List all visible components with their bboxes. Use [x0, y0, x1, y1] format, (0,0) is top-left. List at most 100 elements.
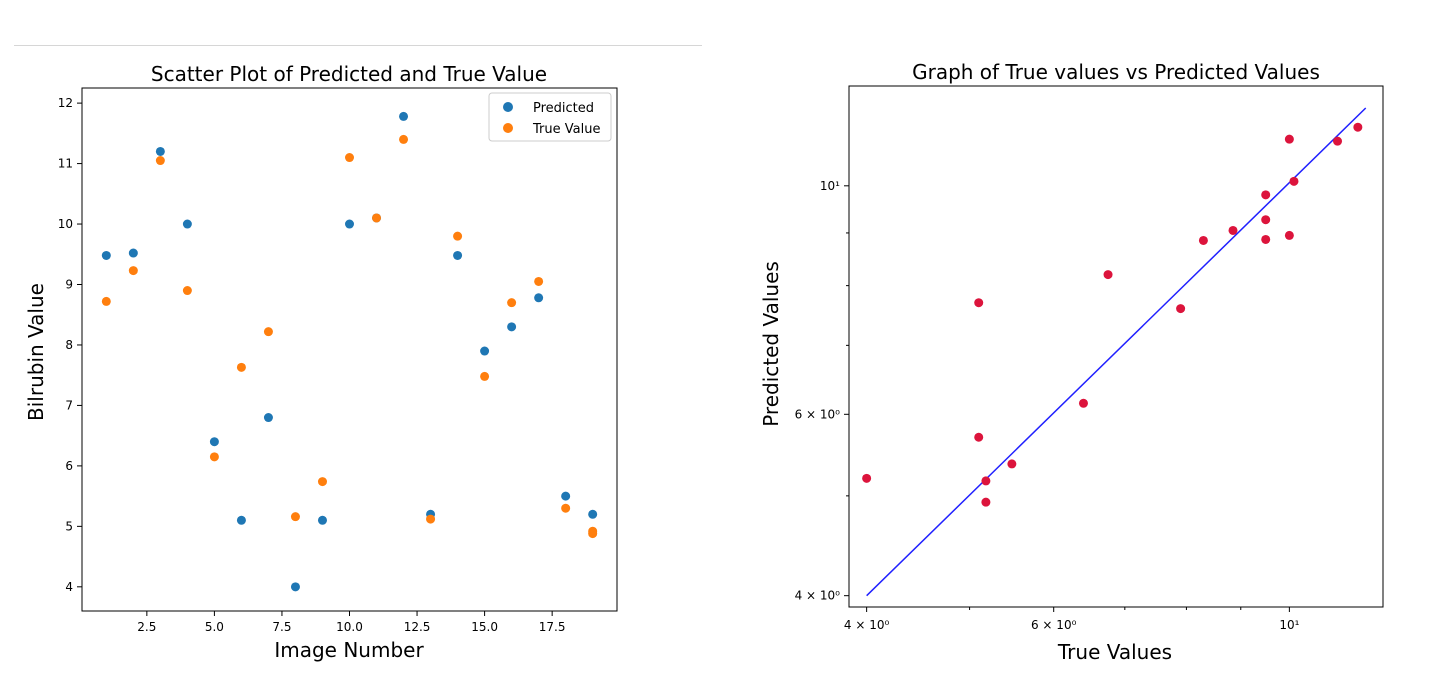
point-predicted [399, 111, 409, 121]
point-predicted [453, 250, 463, 260]
point-true-value [345, 153, 354, 163]
point-predicted [480, 346, 490, 356]
point-predicted [317, 515, 327, 525]
scatter-chart-predicted-true: Scatter Plot of Predicted and True Value… [24, 62, 618, 662]
chart1-ytick-label: 4 [65, 580, 73, 594]
chart1-legend: Predicted True Value [488, 92, 612, 142]
point-true-vs-predicted [1078, 398, 1088, 408]
chart2-axes-frame [848, 85, 1384, 608]
chart1-ytick-label: 7 [65, 398, 73, 412]
chart2-xtick-label: 6 × 10⁰ [1031, 618, 1077, 632]
point-true-vs-predicted [862, 473, 872, 483]
point-predicted [101, 250, 111, 260]
legend-label-true-value: True Value [532, 122, 600, 137]
point-true-value [236, 362, 246, 372]
point-true-vs-predicted [1176, 304, 1186, 314]
point-true-value [101, 296, 111, 306]
chart1-xtick-label: 12.5 [404, 620, 431, 634]
chart1-ytick-label: 12 [58, 96, 73, 110]
chart1-ytick-label: 6 [65, 459, 73, 473]
point-predicted [236, 515, 246, 525]
point-true-vs-predicted [1284, 134, 1294, 144]
chart1-axes-frame [81, 87, 618, 612]
cell-divider [14, 45, 702, 46]
chart1-xlabel: Image Number [274, 638, 424, 662]
chart2-ytick-label: 10¹ [820, 179, 840, 193]
chart2-ticks: 4 × 10⁰ 6 × 10⁰ 10¹ 4 × 10⁰ 6 × 10⁰ 10¹ [795, 179, 1300, 632]
legend-label-predicted: Predicted [533, 101, 594, 116]
chart1-xtick-label: 5.0 [205, 620, 224, 634]
chart2-title: Graph of True values vs Predicted Values [912, 60, 1320, 84]
chart1-xtick-label: 15.0 [471, 620, 498, 634]
chart2-points [862, 122, 1363, 507]
point-true-value [534, 276, 544, 286]
chart1-ytick-label: 11 [58, 157, 73, 171]
point-true-vs-predicted [1103, 270, 1113, 280]
point-true-value [182, 286, 192, 296]
chart2-xtick-label: 10¹ [1279, 618, 1299, 632]
point-true-value [453, 231, 463, 241]
point-predicted [209, 437, 219, 447]
point-predicted [588, 509, 598, 519]
point-true-value [317, 477, 327, 487]
point-true-vs-predicted [1284, 230, 1294, 240]
point-predicted [263, 413, 273, 423]
point-predicted [507, 322, 517, 332]
point-true-value [290, 512, 300, 522]
point-predicted [345, 219, 354, 229]
chart1-ticks: 2.5 5.0 7.5 10.0 12.5 15.0 17.5 4 5 6 7 8 9 10 11 12 [58, 96, 566, 634]
chart2-xlabel: True Values [1057, 640, 1172, 664]
point-true-value [128, 266, 138, 276]
chart1-xtick-label: 7.5 [272, 620, 291, 634]
chart1-ytick-label: 10 [58, 217, 73, 231]
point-true-value [588, 529, 598, 539]
point-true-value [372, 213, 382, 223]
chart1-points [101, 111, 598, 592]
chart1-ytick-label: 8 [65, 338, 73, 352]
log-scatter-true-vs-predicted: Graph of True values vs Predicted Values… [759, 60, 1384, 664]
point-true-value [426, 514, 436, 524]
point-true-vs-predicted [1007, 459, 1017, 469]
chart2-ytick-label: 6 × 10⁰ [795, 407, 841, 421]
point-true-vs-predicted [1353, 122, 1363, 132]
chart1-ytick-label: 5 [65, 519, 73, 533]
point-true-value [155, 156, 165, 166]
chart2-ytick-label: 4 × 10⁰ [795, 589, 841, 603]
point-predicted [155, 146, 165, 156]
chart2-xtick-label: 4 × 10⁰ [844, 618, 890, 632]
point-true-value [561, 503, 571, 513]
point-true-value [507, 298, 517, 308]
point-true-value [209, 452, 219, 462]
chart1-ytick-label: 9 [65, 278, 73, 292]
legend-marker-predicted [503, 102, 513, 112]
point-true-vs-predicted [974, 432, 984, 442]
point-true-value [480, 371, 490, 381]
chart1-xtick-label: 2.5 [137, 620, 156, 634]
point-true-vs-predicted [1198, 235, 1208, 245]
point-predicted [290, 582, 300, 592]
point-true-vs-predicted [1261, 234, 1271, 244]
point-predicted [182, 219, 192, 229]
point-predicted [128, 248, 138, 258]
point-true-vs-predicted [974, 298, 984, 308]
chart1-title: Scatter Plot of Predicted and True Value [151, 62, 547, 86]
chart1-xtick-label: 10.0 [336, 620, 363, 634]
chart2-fit-line [866, 107, 1367, 597]
point-true-vs-predicted [1261, 190, 1271, 200]
point-true-vs-predicted [1333, 136, 1343, 146]
point-true-value [263, 327, 273, 337]
point-true-vs-predicted [1289, 176, 1299, 186]
point-predicted [561, 491, 571, 501]
point-predicted [534, 293, 544, 303]
point-true-vs-predicted [981, 497, 991, 507]
legend-box [488, 92, 612, 142]
point-true-vs-predicted [1228, 225, 1238, 235]
point-true-value [399, 134, 409, 144]
chart1-ylabel: Bilrubin Value [24, 283, 48, 421]
legend-marker-true-value [503, 123, 513, 133]
point-true-vs-predicted [1261, 215, 1271, 225]
point-true-vs-predicted [981, 476, 991, 486]
chart2-ylabel: Predicted Values [759, 261, 783, 427]
chart1-xtick-label: 17.5 [539, 620, 566, 634]
